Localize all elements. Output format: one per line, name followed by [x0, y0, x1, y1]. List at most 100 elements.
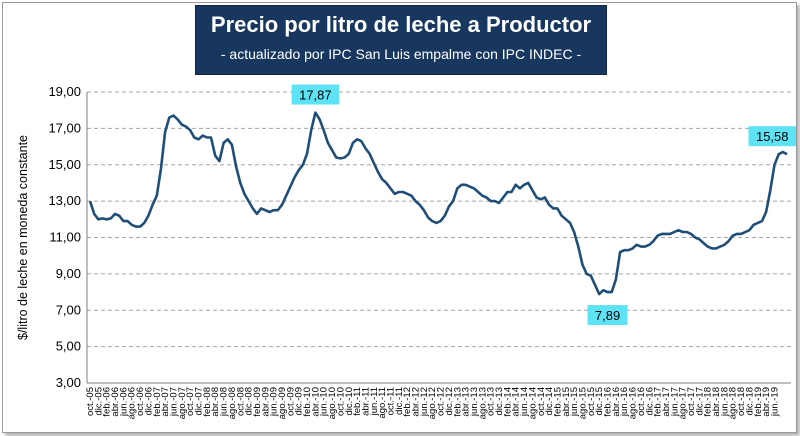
x-tick-label: oct.-10 — [335, 387, 346, 416]
x-tick-label: oct.-12 — [436, 387, 447, 416]
y-tick-label: 11,00 — [49, 230, 81, 245]
callout: 7,89 — [587, 305, 628, 326]
x-tick-label: ago.-07 — [177, 387, 188, 419]
y-tick-label: 7,00 — [56, 302, 81, 317]
x-tick-label: feb.-14 — [502, 387, 513, 417]
x-axis-ticks: oct.-05dic.-05feb.-06abr.-06jun.-06ago.-… — [85, 387, 780, 419]
x-tick-label: jun.-12 — [419, 387, 430, 417]
x-tick-label: oct.-18 — [736, 387, 747, 416]
y-axis-label: $/litro de leche en moneda constante — [16, 135, 30, 340]
x-tick-label: oct.-06 — [135, 387, 146, 416]
callout-box — [291, 84, 340, 105]
chart-subtitle: - actualizado por IPC San Luis empalme c… — [220, 46, 582, 62]
x-tick-label: feb.-08 — [202, 387, 213, 417]
callout-box — [587, 305, 628, 326]
x-tick-label: oct.-16 — [636, 387, 647, 416]
x-tick-label: abr.-19 — [761, 387, 772, 417]
x-tick-label: dic.-10 — [344, 387, 355, 416]
x-tick-label: ago.-11 — [377, 387, 388, 419]
x-tick-label: feb.-17 — [653, 387, 664, 417]
x-tick-label: jun.-10 — [319, 387, 330, 417]
x-tick-label: ago.-18 — [728, 387, 739, 419]
x-tick-label: feb.-10 — [302, 387, 313, 417]
x-tick-label: dic.-17 — [694, 387, 705, 416]
x-tick-label: abr.-10 — [310, 387, 321, 417]
x-tick-label: dic.-05 — [93, 387, 104, 416]
x-tick-label: abr.-07 — [160, 387, 171, 417]
x-tick-label: jun.-13 — [469, 387, 480, 417]
x-tick-label: ago.-09 — [277, 387, 288, 419]
x-tick-label: jun.-15 — [569, 387, 580, 417]
x-tick-label: dic.-15 — [594, 387, 605, 416]
x-tick-label: abr.-14 — [511, 387, 522, 417]
x-tick-label: ago.-06 — [127, 387, 138, 419]
x-tick-label: jun.-06 — [118, 387, 129, 417]
x-tick-label: oct.-05 — [85, 387, 96, 416]
y-tick-label: 5,00 — [56, 339, 81, 354]
y-tick-label: 15,00 — [48, 157, 81, 172]
chart-title: Precio por litro de leche a Productor — [210, 12, 592, 37]
x-tick-label: ago.-14 — [527, 387, 538, 419]
x-tick-label: ago.-13 — [477, 387, 488, 419]
x-tick-label: ago.-17 — [678, 387, 689, 419]
callout-label: 7,89 — [595, 308, 620, 323]
x-tick-label: abr.-18 — [711, 387, 722, 417]
callout: 17,87 — [291, 84, 340, 105]
x-tick-label: feb.-12 — [402, 387, 413, 417]
x-tick-label: feb.-19 — [753, 387, 764, 417]
y-axis-ticks: 3,00 5,00 7,00 9,00 11,00 13,00 15,00 17,00 19,0… — [48, 84, 81, 390]
x-tick-label: feb.-09 — [252, 387, 263, 417]
x-tick-label: dic.-14 — [544, 387, 555, 416]
x-tick-label: abr.-08 — [210, 387, 221, 417]
x-tick-label: jun.-19 — [769, 387, 780, 417]
x-tick-label: ago.-08 — [227, 387, 238, 419]
x-tick-label: dic.-13 — [494, 387, 505, 416]
x-tick-label: jun.-14 — [519, 387, 530, 417]
title-box: Precio por litro de leche a Productor - … — [195, 5, 607, 75]
x-tick-label: abr.-17 — [661, 387, 672, 417]
x-tick-label: oct.-11 — [386, 387, 397, 415]
x-tick-label: dic.-08 — [244, 387, 255, 416]
x-tick-label: oct.-09 — [285, 387, 296, 416]
x-tick-label: feb.-15 — [552, 387, 563, 417]
callouts: 17,87 7,89 15,58 — [291, 84, 796, 326]
x-tick-label: abr.-13 — [461, 387, 472, 417]
x-tick-label: oct.-14 — [536, 387, 547, 416]
x-tick-label: abr.-16 — [611, 387, 622, 417]
gridlines — [87, 91, 791, 348]
x-tick-label: jun.-11 — [369, 387, 380, 416]
x-tick-label: feb.-16 — [603, 387, 614, 417]
x-tick-label: dic.-06 — [143, 387, 154, 416]
callout-label: 17,87 — [299, 88, 332, 103]
x-tick-label: oct.-17 — [686, 387, 697, 416]
x-tick-label: oct.-07 — [185, 387, 196, 416]
x-tick-label: feb.-13 — [452, 387, 463, 417]
x-tick-label: ago.-12 — [427, 387, 438, 419]
x-tick-label: oct.-08 — [235, 387, 246, 416]
x-tick-label: oct.-13 — [486, 387, 497, 416]
x-tick-label: abr.-12 — [411, 387, 422, 417]
y-tick-label: 3,00 — [56, 375, 81, 390]
y-tick-label: 19,00 — [48, 84, 81, 99]
x-tick-label: jun.-18 — [719, 387, 730, 417]
x-tick-label: abr.-15 — [561, 387, 572, 417]
x-tick-label: jun.-08 — [219, 387, 230, 417]
x-tick-label: jun.-16 — [619, 387, 630, 417]
callout: 15,58 — [748, 126, 796, 147]
x-tick-label: ago.-10 — [327, 387, 338, 419]
x-tick-label: abr.-06 — [110, 387, 121, 417]
y-tick-label: 17,00 — [48, 120, 81, 135]
y-tick-label: 13,00 — [48, 193, 81, 208]
x-tick-label: dic.-11 — [394, 387, 405, 415]
x-tick-label: dic.-07 — [194, 387, 205, 416]
x-tick-label: jun.-07 — [168, 387, 179, 417]
x-tick-label: feb.-06 — [102, 387, 113, 417]
x-tick-label: oct.-15 — [586, 387, 597, 416]
x-tick-label: abr.-11 — [360, 387, 371, 416]
x-tick-label: abr.-09 — [260, 387, 271, 417]
x-tick-label: jun.-09 — [269, 387, 280, 417]
x-tick-label: ago.-16 — [628, 387, 639, 419]
x-tick-label: dic.-18 — [744, 387, 755, 416]
series-line — [88, 111, 788, 296]
callout-box — [748, 126, 796, 147]
